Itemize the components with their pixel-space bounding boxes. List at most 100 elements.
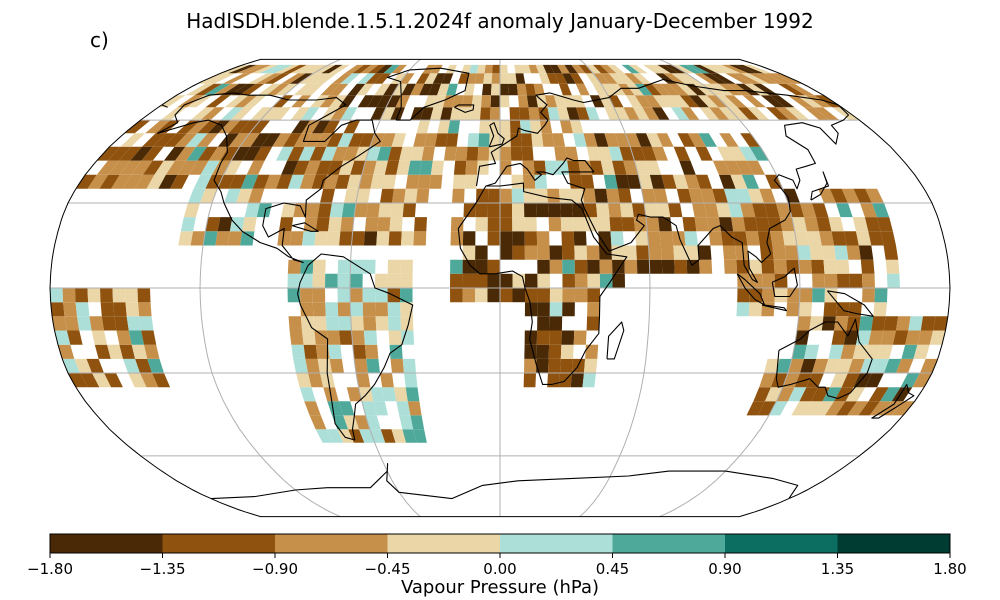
anomaly-cell (679, 95, 700, 108)
coastline (826, 290, 874, 317)
anomaly-cell (375, 316, 389, 331)
anomaly-cell (864, 217, 881, 232)
anomaly-cell (565, 146, 579, 161)
anomaly-cell (908, 316, 923, 331)
anomaly-cell (528, 107, 540, 121)
anomaly-cell (139, 316, 154, 331)
anomaly-cell (288, 316, 302, 331)
anomaly-cell (883, 245, 899, 260)
anomaly-cell (858, 316, 874, 331)
anomaly-cell (765, 107, 790, 121)
anomaly-cell (480, 107, 491, 121)
anomaly-cell (224, 188, 241, 203)
anomaly-cell (677, 133, 696, 147)
anomaly-cell (670, 107, 690, 121)
anomaly-cell (791, 401, 811, 416)
anomaly-cell (441, 73, 454, 84)
anomaly-cell (243, 95, 267, 108)
anomaly-cell (312, 259, 326, 274)
coastline (454, 104, 475, 113)
anomaly-cell (533, 83, 545, 96)
colorbar-tick-label: 0.45 (595, 560, 630, 578)
anomaly-cell (835, 259, 850, 274)
anomaly-cell (798, 302, 813, 317)
anomaly-cell (651, 146, 668, 161)
anomaly-cell (387, 302, 401, 317)
anomaly-cell (612, 273, 625, 288)
anomaly-cell (264, 174, 282, 189)
anomaly-cell (570, 188, 584, 203)
anomaly-cell (871, 316, 886, 331)
anomaly-cell (562, 259, 575, 274)
anomaly-cell (575, 83, 590, 96)
anomaly-cell (765, 387, 783, 402)
anomaly-cell (460, 107, 472, 121)
anomaly-cell (610, 231, 624, 246)
anomaly-cell (482, 83, 492, 96)
anomaly-cell (315, 217, 330, 232)
anomaly-cell (860, 203, 877, 218)
anomaly-cell (809, 245, 824, 260)
anomaly-cell (220, 107, 244, 121)
anomaly-cell (929, 330, 946, 345)
anomaly-cell (130, 146, 153, 161)
anomaly-cell (424, 73, 438, 84)
anomaly-cell (756, 73, 787, 84)
anomaly-cell (478, 133, 490, 147)
anomaly-cell (574, 288, 588, 303)
anomaly-cell (832, 107, 860, 121)
anomaly-cell (500, 120, 511, 134)
anomaly-cell (186, 146, 208, 161)
anomaly-cell (358, 174, 374, 189)
anomaly-cell (410, 415, 425, 430)
anomaly-cell (212, 83, 240, 96)
anomaly-cell (743, 217, 758, 232)
anomaly-cell (289, 330, 304, 345)
anomaly-cell (524, 203, 537, 218)
anomaly-cell (89, 316, 104, 331)
anomaly-cell (841, 188, 860, 203)
anomaly-cell (174, 133, 198, 147)
anomaly-cell (402, 358, 416, 373)
anomaly-cell (518, 95, 529, 108)
anomaly-cell (312, 288, 326, 303)
anomaly-cell (582, 373, 596, 388)
anomaly-cell (724, 160, 742, 175)
anomaly-cell (116, 330, 132, 345)
anomaly-cell (314, 330, 329, 345)
anomaly-cell (321, 64, 343, 74)
anomaly-cell (248, 188, 265, 203)
anomaly-cell (797, 245, 812, 260)
anomaly-cell (329, 95, 348, 108)
colorbar-segment (500, 534, 613, 553)
anomaly-cell (281, 73, 306, 84)
anomaly-cell (674, 259, 688, 274)
anomaly-cell (612, 160, 627, 175)
anomaly-cell (623, 107, 640, 121)
anomaly-cell (350, 302, 364, 317)
anomaly-cell (634, 160, 650, 175)
anomaly-cell (685, 245, 700, 260)
anomaly-cell (823, 259, 837, 274)
anomaly-cell (834, 316, 849, 331)
anomaly-cell (107, 146, 132, 161)
anomaly-cell (416, 188, 430, 203)
anomaly-cell (884, 358, 902, 373)
anomaly-cell (380, 188, 394, 203)
anomaly-cell (256, 203, 272, 218)
anomaly-cell (356, 373, 371, 388)
anomaly-cell (733, 231, 748, 246)
anomaly-cell (512, 273, 525, 288)
anomaly-cell (500, 203, 513, 218)
anomaly-cell (524, 358, 537, 373)
anomaly-cell (509, 107, 520, 121)
anomaly-cell (564, 64, 578, 74)
anomaly-cell (290, 64, 314, 74)
anomaly-cell (101, 316, 117, 331)
anomaly-cell (163, 133, 187, 147)
anomaly-cell (277, 231, 292, 246)
anomaly-cell (424, 133, 438, 147)
anomaly-cell (687, 133, 707, 147)
anomaly-cell (742, 95, 766, 108)
